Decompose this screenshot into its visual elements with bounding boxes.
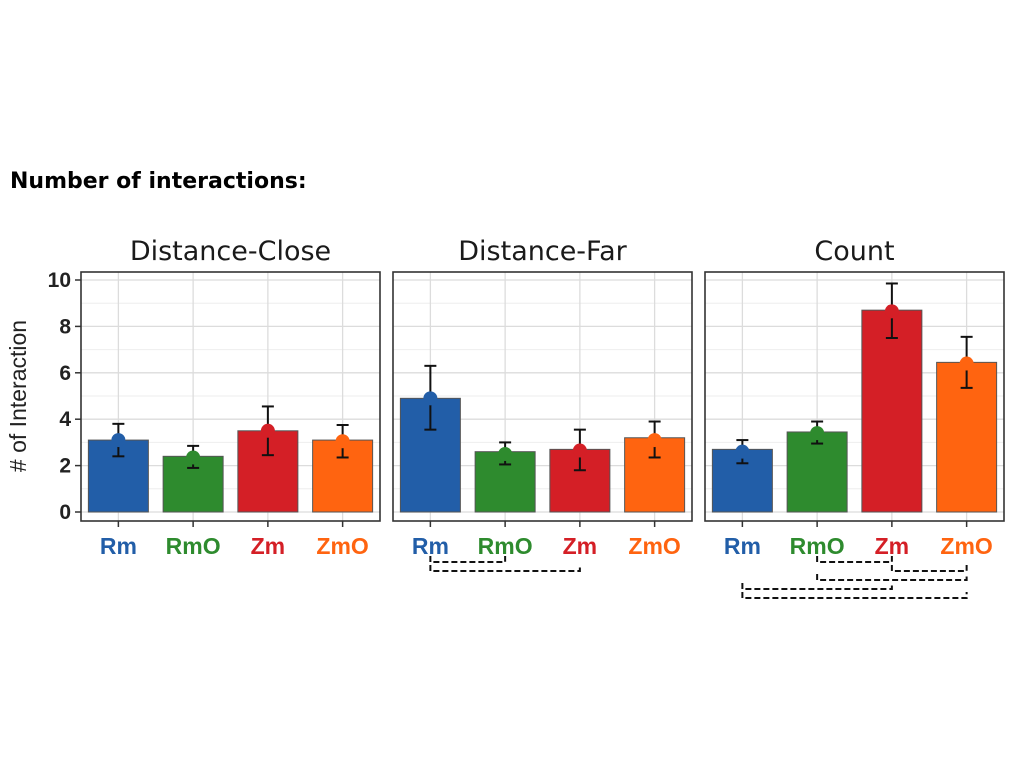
figure-title: Number of interactions: (10, 169, 307, 194)
panel-count: Count Rm RmO Zm ZmO (704, 236, 1005, 599)
x-tick-label-rm: Rm (412, 533, 449, 559)
x-tick-label-zmo: ZmO (628, 533, 680, 559)
panel-border (392, 271, 693, 522)
x-tick-label-zm: Zm (875, 533, 910, 559)
mean-point-zmo (647, 433, 662, 448)
x-tick-label-rm: Rm (724, 533, 761, 559)
mean-point-rm (111, 433, 126, 448)
x-tick-label-rmo: RmO (478, 533, 533, 559)
x-tick-label-rmo: RmO (166, 533, 221, 559)
x-tick-label-rmo: RmO (790, 533, 845, 559)
significance-bracket-zm-zmo (890, 565, 968, 572)
panel-title: Count (814, 236, 894, 267)
mean-point-zm (572, 443, 587, 458)
significance-bracket-rm-zm (741, 583, 893, 590)
bar-rm (87, 439, 149, 513)
significance-bracket-rm-rmo (429, 556, 507, 563)
mean-point-rmo (498, 447, 513, 461)
x-tick-label-zmo: ZmO (940, 533, 992, 559)
bar-zm (861, 309, 923, 513)
mean-point-zmo (335, 434, 350, 449)
significance-bracket-rmo-zm (816, 556, 893, 563)
mean-point-zm (884, 304, 899, 319)
mean-point-rmo (810, 426, 825, 441)
significance-bracket-rmo-zmo (816, 574, 968, 581)
y-tick-label: 0 (59, 501, 71, 524)
mean-point-rmo (186, 450, 201, 465)
mean-point-zm (260, 423, 275, 438)
x-tick-label-rm: Rm (100, 533, 137, 559)
y-tick-label: 6 (59, 362, 71, 385)
bar-rmo (786, 431, 848, 513)
panel-border (704, 271, 1005, 522)
mean-point-zmo (959, 356, 974, 371)
significance-bracket-rm-zm (429, 565, 581, 572)
y-axis-label: # of Interaction (5, 320, 31, 472)
panel-border (80, 271, 381, 522)
panel-distance-close: Distance-Close 0 2 4 6 8 10 Rm RmO Zm ZmO (48, 236, 381, 559)
panel-title: Distance-Close (130, 236, 331, 267)
y-tick-label: 4 (59, 408, 71, 431)
x-tick-label-zmo: ZmO (316, 533, 368, 559)
x-tick-label-zm: Zm (251, 533, 286, 559)
mean-point-rm (423, 391, 438, 406)
panel-title: Distance-Far (458, 236, 627, 267)
panel-distance-far: Distance-Far Rm RmO Zm ZmO (392, 236, 693, 572)
mean-point-rm (735, 444, 750, 459)
y-tick-label: 10 (48, 269, 71, 292)
y-tick-label: 8 (59, 315, 71, 338)
significance-bracket-rm-zmo (741, 592, 968, 599)
x-tick-label-zm: Zm (563, 533, 598, 559)
y-tick-label: 2 (59, 455, 71, 478)
